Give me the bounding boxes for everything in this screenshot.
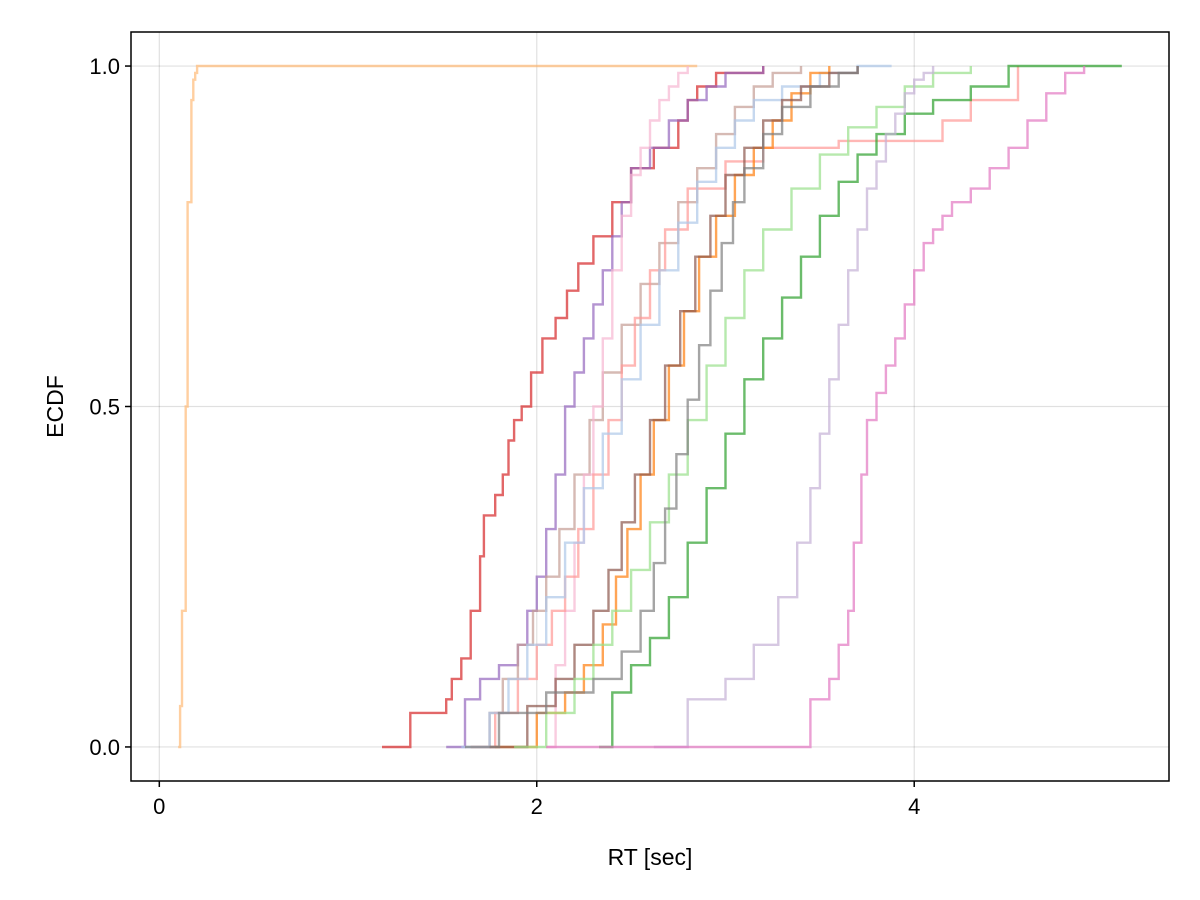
ecdf-series-6 <box>461 64 892 749</box>
ecdf-series-13 <box>546 66 1086 749</box>
ecdf-series-9 <box>514 66 972 749</box>
x-axis-label: RT [sec] <box>608 844 693 870</box>
ecdf-series-11 <box>599 64 1122 749</box>
y-axis-label: ECDF <box>42 375 68 438</box>
ecdf-series-0 <box>178 64 698 749</box>
x-tick-label: 0 <box>153 794 165 819</box>
y-tick-label: 0.5 <box>89 395 120 420</box>
ecdf-series-10 <box>465 66 859 749</box>
ecdf-series-12 <box>653 66 935 749</box>
x-tick-label: 4 <box>908 794 920 819</box>
x-tick-label: 2 <box>531 794 543 819</box>
ecdf-series-1 <box>382 66 765 749</box>
series-group <box>178 64 1122 749</box>
y-tick-label: 1.0 <box>89 54 120 79</box>
ecdf-series-4 <box>546 66 689 749</box>
y-tick-label: 0.0 <box>89 735 120 760</box>
axis-ticks: 0 2 4 0.0 0.5 1.0 <box>89 54 920 819</box>
